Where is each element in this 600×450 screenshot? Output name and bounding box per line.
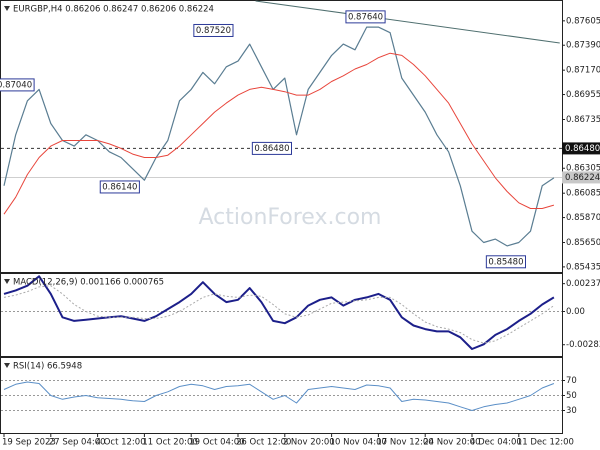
price-panel-frame (0, 0, 563, 273)
x-tick-label: 11 Oct 20:00 (142, 438, 197, 448)
watermark: ActionForex.com (199, 205, 382, 230)
x-tick-label: 4 Oct 12:00 (96, 438, 146, 448)
y-tick-label: 70 (566, 376, 577, 386)
annotation-label: 0.87040 (0, 80, 32, 90)
annotation-box (251, 141, 292, 155)
y-tick-label: 0.87170 (566, 66, 600, 76)
series-line (3, 275, 555, 350)
y-tick-label: 0.00 (566, 307, 585, 317)
level-tag-label: 0.86480 (565, 144, 600, 154)
last-price-label: 0.86224 (565, 173, 600, 183)
indicator-icon (4, 363, 10, 368)
annotation-label: 0.86480 (254, 144, 289, 154)
y-tick-label: 30 (566, 406, 577, 416)
annotation-box (99, 180, 140, 194)
level-tag (562, 142, 600, 155)
x-tick-label: 19 Oct 04:00 (189, 438, 244, 448)
x-tick-label: 24 Nov 20:00 (423, 438, 480, 448)
macd-panel-frame (0, 273, 563, 357)
last-price-tag (562, 171, 600, 184)
x-tick-label: 26 Oct 12:00 (236, 438, 291, 448)
y-tick-label: 0.85650 (566, 238, 600, 248)
panel-title: EURGBP,H4 0.86206 0.86247 0.86206 0.8622… (13, 5, 214, 15)
panel-title: RSI(14) 66.5948 (13, 362, 82, 372)
y-tick-label: 0.86085 (566, 189, 600, 199)
panel-title: MACD(12,26,9) 0.001166 0.000765 (13, 278, 164, 288)
annotation-box (193, 23, 234, 37)
annotation-box (345, 10, 386, 24)
y-tick-label: 0.86735 (566, 115, 600, 125)
x-tick-label: 17 Nov 12:00 (376, 438, 433, 448)
series-line (3, 26, 555, 247)
annotation-label: 0.86140 (102, 182, 137, 192)
x-tick-label: 4 Dec 04:00 (470, 438, 522, 448)
x-tick-label: 10 Nov 04:00 (330, 438, 387, 448)
y-tick-label: 0.87390 (566, 41, 600, 51)
series-line (3, 381, 555, 411)
y-tick-label: 0.002375 (566, 279, 600, 289)
y-tick-label: 0.85435 (566, 262, 600, 272)
annotation-label: 0.85480 (488, 257, 523, 267)
y-tick-label: 0.86955 (566, 90, 600, 100)
annotation-box (0, 78, 35, 92)
x-tick-label: 27 Sep 04:00 (49, 438, 106, 448)
x-tick-label: 2 Nov 20:00 (283, 438, 335, 448)
y-tick-label: 0.85870 (566, 213, 600, 223)
trendline (255, 0, 560, 44)
x-tick-label: 19 Sep 2023 (2, 438, 56, 448)
indicator-icon (4, 6, 10, 11)
series-line (3, 285, 555, 344)
y-tick-label: 50 (566, 391, 577, 401)
annotation-box (485, 255, 526, 269)
y-tick-label: 0.86305 (566, 164, 600, 174)
annotation-label: 0.87520 (196, 26, 231, 36)
y-tick-label: 0.87605 (566, 16, 600, 26)
indicator-icon (4, 279, 10, 284)
annotation-label: 0.87640 (348, 12, 383, 22)
x-tick-label: 11 Dec 12:00 (517, 438, 574, 448)
series-line (3, 52, 555, 215)
y-tick-label: -0.002838 (566, 340, 600, 350)
